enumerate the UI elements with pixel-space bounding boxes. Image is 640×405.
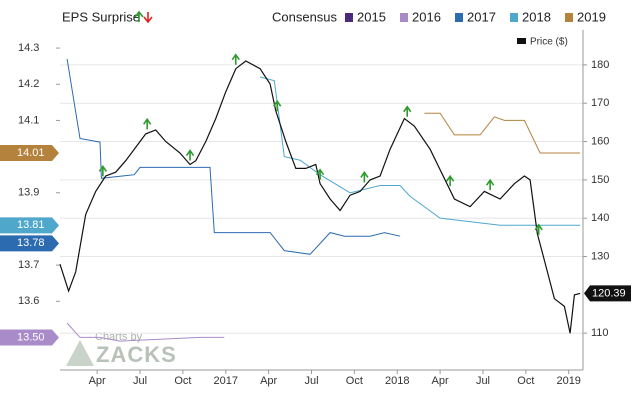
x-tick-label: Apr <box>432 375 449 387</box>
watermark-line2: ZACKS <box>96 342 177 367</box>
y-tick-label: 13.6 <box>18 295 39 307</box>
series-line <box>424 112 581 154</box>
surprise-arrow <box>485 178 495 191</box>
end-label-box <box>0 329 59 346</box>
y2-tick-label: 110 <box>591 327 609 339</box>
series-line <box>59 60 581 334</box>
x-tick-label: Oct <box>174 375 191 387</box>
y2-tick-label: 130 <box>591 250 609 262</box>
end-label-box <box>584 285 631 302</box>
y-tick-label: 13.9 <box>18 187 39 199</box>
end-label: 13.78 <box>17 237 45 249</box>
y2-tick-label: 180 <box>591 59 609 71</box>
legend-title: EPS Surprise <box>62 9 140 24</box>
surprise-arrow <box>98 165 108 177</box>
y2-tick-label: 150 <box>591 174 609 186</box>
end-label-box <box>0 217 59 234</box>
x-tick-label: 2017 <box>214 375 238 387</box>
end-label-box <box>0 144 59 161</box>
x-tick-label: Apr <box>260 375 277 387</box>
surprise-arrow <box>534 223 543 235</box>
y2-tick-label: 140 <box>591 212 609 224</box>
surprise-arrow <box>185 149 195 161</box>
series-line <box>66 58 401 255</box>
y-tick-label: 13.7 <box>18 259 39 271</box>
x-tick-label: Oct <box>346 375 363 387</box>
x-tick-label: Apr <box>89 375 106 387</box>
series-line <box>259 76 581 226</box>
legend-label: 2017 <box>467 9 496 24</box>
surprise-arrow <box>231 53 240 65</box>
legend-swatch <box>400 13 408 22</box>
surprise-arrow <box>273 99 282 112</box>
surprise-arrow <box>403 105 412 117</box>
y2-tick-label: 170 <box>591 97 609 109</box>
legend-label: 2016 <box>412 9 441 24</box>
x-tick-label: Jul <box>304 375 318 387</box>
legend-swatch <box>455 13 463 22</box>
legend-label: 2015 <box>357 9 386 24</box>
x-tick-label: Oct <box>517 375 534 387</box>
series-line <box>66 322 225 342</box>
surprise-arrow <box>143 117 152 130</box>
x-tick-label: 2019 <box>556 375 580 387</box>
x-tick-label: Jul <box>133 375 147 387</box>
end-label: 13.50 <box>17 331 45 343</box>
legend-label: 2018 <box>522 9 551 24</box>
end-label: 13.81 <box>17 219 45 231</box>
legend-label: Price ($) <box>530 37 568 48</box>
legend-swatch <box>345 13 353 22</box>
end-label: 120.39 <box>592 287 626 299</box>
legend-label: 2019 <box>577 9 606 24</box>
watermark: Charts by ZACKS <box>66 331 177 367</box>
x-tick-label: 2018 <box>385 375 409 387</box>
legend-up-arrow <box>134 10 144 22</box>
y-tick-label: 14.3 <box>18 42 39 54</box>
y-tick-label: 14.2 <box>18 78 39 90</box>
legend-swatch <box>510 13 518 22</box>
consensus-label: Consensus <box>272 9 338 24</box>
surprise-arrow <box>360 171 369 183</box>
legend-down-arrow <box>143 12 153 24</box>
surprise-arrow <box>315 168 325 180</box>
y-tick-label: 14.1 <box>18 114 39 126</box>
watermark-line1: Charts by <box>95 331 143 343</box>
x-tick-label: Jul <box>476 375 490 387</box>
legend-swatch <box>565 13 573 22</box>
end-label-box <box>0 235 59 252</box>
watermark-icon <box>66 340 94 366</box>
surprise-arrow <box>445 174 455 187</box>
y2-tick-label: 160 <box>591 135 609 147</box>
legend-swatch <box>517 38 526 44</box>
end-label: 14.01 <box>17 147 45 159</box>
